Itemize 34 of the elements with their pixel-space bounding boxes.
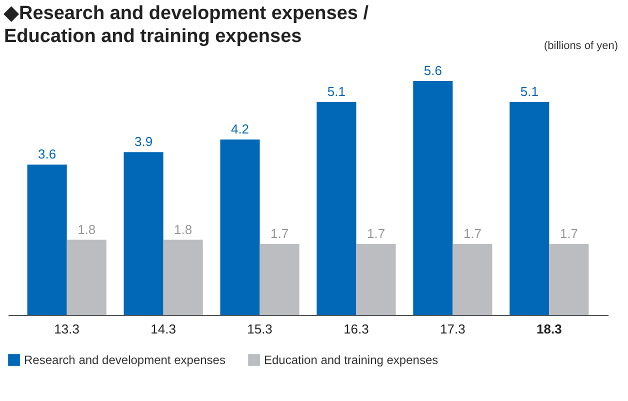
x-tick-label: 13.3 bbox=[54, 322, 80, 336]
bar bbox=[413, 81, 453, 315]
data-label: 3.6 bbox=[38, 146, 56, 162]
data-label: 1.7 bbox=[560, 226, 578, 241]
data-label: 5.1 bbox=[327, 84, 346, 99]
data-label: 5.1 bbox=[520, 84, 538, 99]
data-label: 5.6 bbox=[424, 63, 442, 78]
bar bbox=[163, 240, 203, 315]
chart-title: ◆Research and development expenses / Education and training expenses bbox=[4, 2, 370, 48]
data-label: 4.2 bbox=[230, 122, 250, 137]
data-label: 1.7 bbox=[270, 226, 289, 241]
data-label: 1.7 bbox=[463, 226, 482, 241]
bar bbox=[220, 140, 260, 315]
bar bbox=[356, 244, 396, 315]
bar bbox=[27, 164, 67, 315]
x-tick-label: 16.3 bbox=[344, 322, 369, 336]
bar bbox=[549, 244, 589, 315]
x-tick-label: 15.3 bbox=[247, 322, 272, 336]
x-tick-label: 17.3 bbox=[440, 322, 466, 336]
bar bbox=[452, 244, 492, 315]
bar bbox=[316, 102, 356, 315]
data-label: 1.7 bbox=[366, 226, 386, 241]
x-tick-label: 14.3 bbox=[150, 322, 176, 336]
bar bbox=[510, 102, 550, 315]
x-tick-label: 18.3 bbox=[536, 322, 562, 336]
legend-label: Research and development expenses bbox=[24, 353, 226, 367]
data-label: 1.8 bbox=[78, 222, 96, 237]
legend-label: Education and training expenses bbox=[264, 353, 438, 367]
data-label: 3.9 bbox=[134, 134, 153, 150]
bar bbox=[260, 244, 300, 315]
bar bbox=[124, 152, 164, 315]
data-label: 1.8 bbox=[174, 222, 192, 237]
text: (billions of yen) bbox=[544, 40, 618, 52]
bar bbox=[66, 240, 106, 315]
